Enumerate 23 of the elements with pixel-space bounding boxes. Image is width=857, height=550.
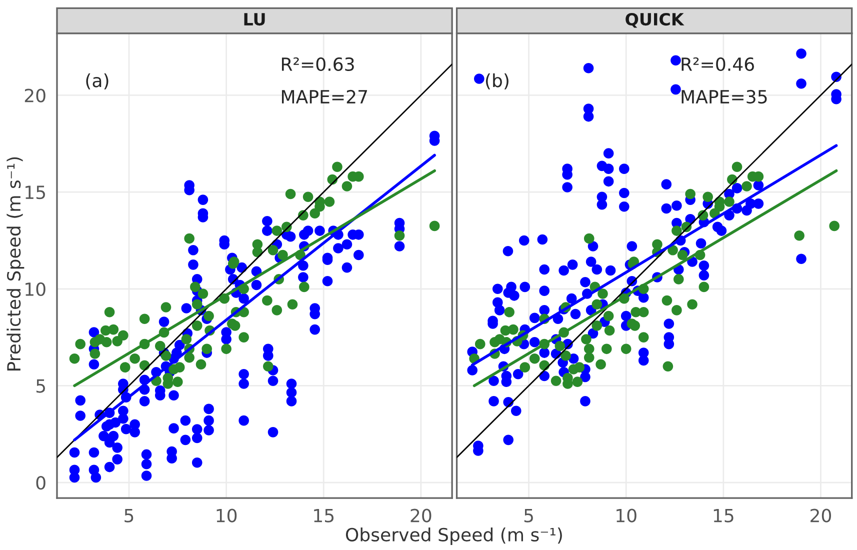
annotation: R²=0.63 [282,57,354,72]
annotation: MAPE=35 [682,90,767,104]
chart-title: QUICK [626,12,684,28]
x-tick-label: 20 [410,508,432,522]
x-tick-label: 5 [524,508,533,522]
y-axis-title: Predicted Speed (m s⁻¹) [6,157,24,370]
annotation: (a) [86,73,108,90]
x-tick-label: 10 [616,508,636,522]
x-tick-label: 15 [314,508,334,522]
x-axis-title: Observed Speed (m s⁻¹) [346,528,562,545]
annotation: MAPE=27 [282,90,367,104]
y-tick-label: 0 [36,476,46,490]
x-tick-label: 20 [810,508,832,522]
y-tick-label: 15 [26,186,45,200]
x-tick-label: 10 [216,508,237,522]
annotation: R²=0.46 [682,57,754,72]
x-tick-label: 15 [714,508,734,522]
y-tick-label: 5 [36,379,45,393]
annotation: (b) [486,73,508,90]
chart-title: LU [244,13,265,26]
y-tick-label: 10 [26,282,46,296]
y-tick-label: 20 [24,88,46,102]
x-tick-label: 5 [124,508,134,522]
